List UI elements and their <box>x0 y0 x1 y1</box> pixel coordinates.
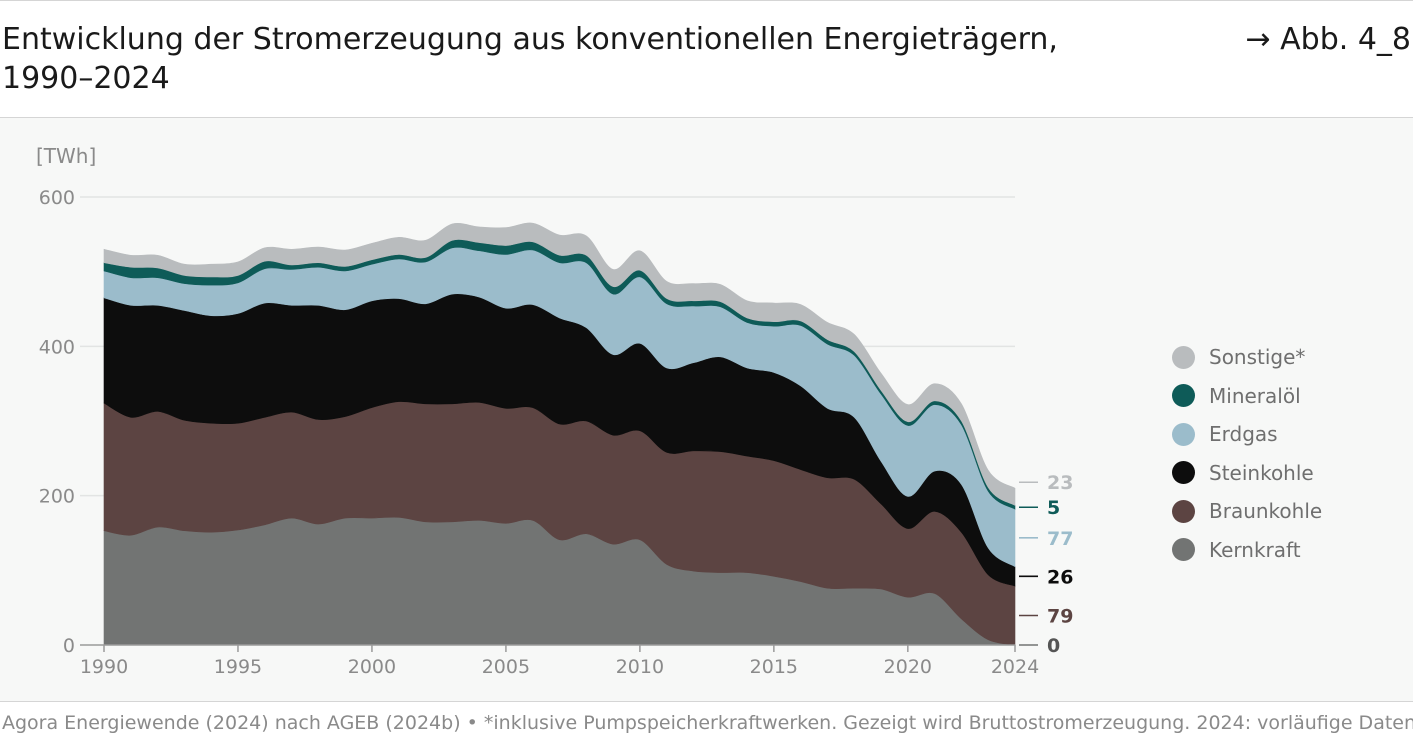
legend-item: Steinkohle <box>1172 454 1322 493</box>
chart-title-line-2: 1990–2024 <box>2 61 170 96</box>
y-axis-unit-label: [TWh] <box>36 144 97 168</box>
legend-label: Erdgas <box>1209 422 1278 447</box>
y-tick-label: 400 <box>39 336 75 358</box>
legend-label: Kernkraft <box>1209 537 1301 562</box>
chart-title-line-1: Entwicklung der Stromerzeugung aus konve… <box>2 22 1058 57</box>
legend-item: Erdgas <box>1172 415 1322 454</box>
x-tick-label: 2024 <box>991 656 1039 678</box>
y-tick-label: 200 <box>39 486 75 508</box>
x-tick-label: 2010 <box>616 656 664 678</box>
legend-label: Braunkohle <box>1209 499 1323 524</box>
source-note: Agora Energiewende (2024) nach AGEB (202… <box>2 712 1413 734</box>
legend-swatch <box>1172 461 1195 485</box>
legend-label: Sonstige* <box>1209 345 1306 370</box>
end-label-value: 79 <box>1047 606 1073 628</box>
legend-label: Mineralöl <box>1209 383 1301 408</box>
legend-swatch <box>1172 538 1195 562</box>
x-tick-label: 2020 <box>884 656 932 678</box>
end-labels: 0 79 26 77 5 23 <box>1019 472 1073 657</box>
end-label-value: 23 <box>1047 472 1073 494</box>
legend-swatch <box>1172 345 1195 369</box>
legend: Sonstige* Mineralöl Erdgas Steinkohle Braunk… <box>1172 338 1322 569</box>
end-label-value: 5 <box>1047 497 1060 519</box>
legend-label: Steinkohle <box>1209 460 1314 485</box>
x-tick-label: 2005 <box>482 656 530 678</box>
top-rule <box>0 0 1413 1</box>
legend-swatch <box>1172 384 1195 408</box>
chart-title: Entwicklung der Stromerzeugung aus konve… <box>2 20 1122 98</box>
end-label-value: 26 <box>1047 566 1073 588</box>
x-tick-label: 1995 <box>214 656 262 678</box>
y-tick-label: 0 <box>63 635 75 657</box>
legend-swatch <box>1172 422 1195 446</box>
axes: 0 200 400 600 1990 1995 2000 2005 2010 2015 2020 20… <box>39 187 1039 678</box>
x-tick-label: 2015 <box>750 656 798 678</box>
x-tick-label: 1990 <box>80 656 128 678</box>
legend-item: Mineralöl <box>1172 377 1322 416</box>
end-label-value: 77 <box>1047 528 1073 550</box>
legend-item: Braunkohle <box>1172 492 1322 531</box>
y-tick-label: 600 <box>39 187 75 209</box>
area-series <box>103 222 1016 646</box>
end-label-value: 0 <box>1047 635 1060 657</box>
x-tick-label: 2000 <box>348 656 396 678</box>
legend-swatch <box>1172 499 1195 523</box>
legend-item: Kernkraft <box>1172 531 1322 570</box>
legend-item: Sonstige* <box>1172 338 1322 377</box>
area-sonstige <box>103 222 1016 506</box>
figure-reference: → Abb. 4_8 <box>1245 22 1411 57</box>
